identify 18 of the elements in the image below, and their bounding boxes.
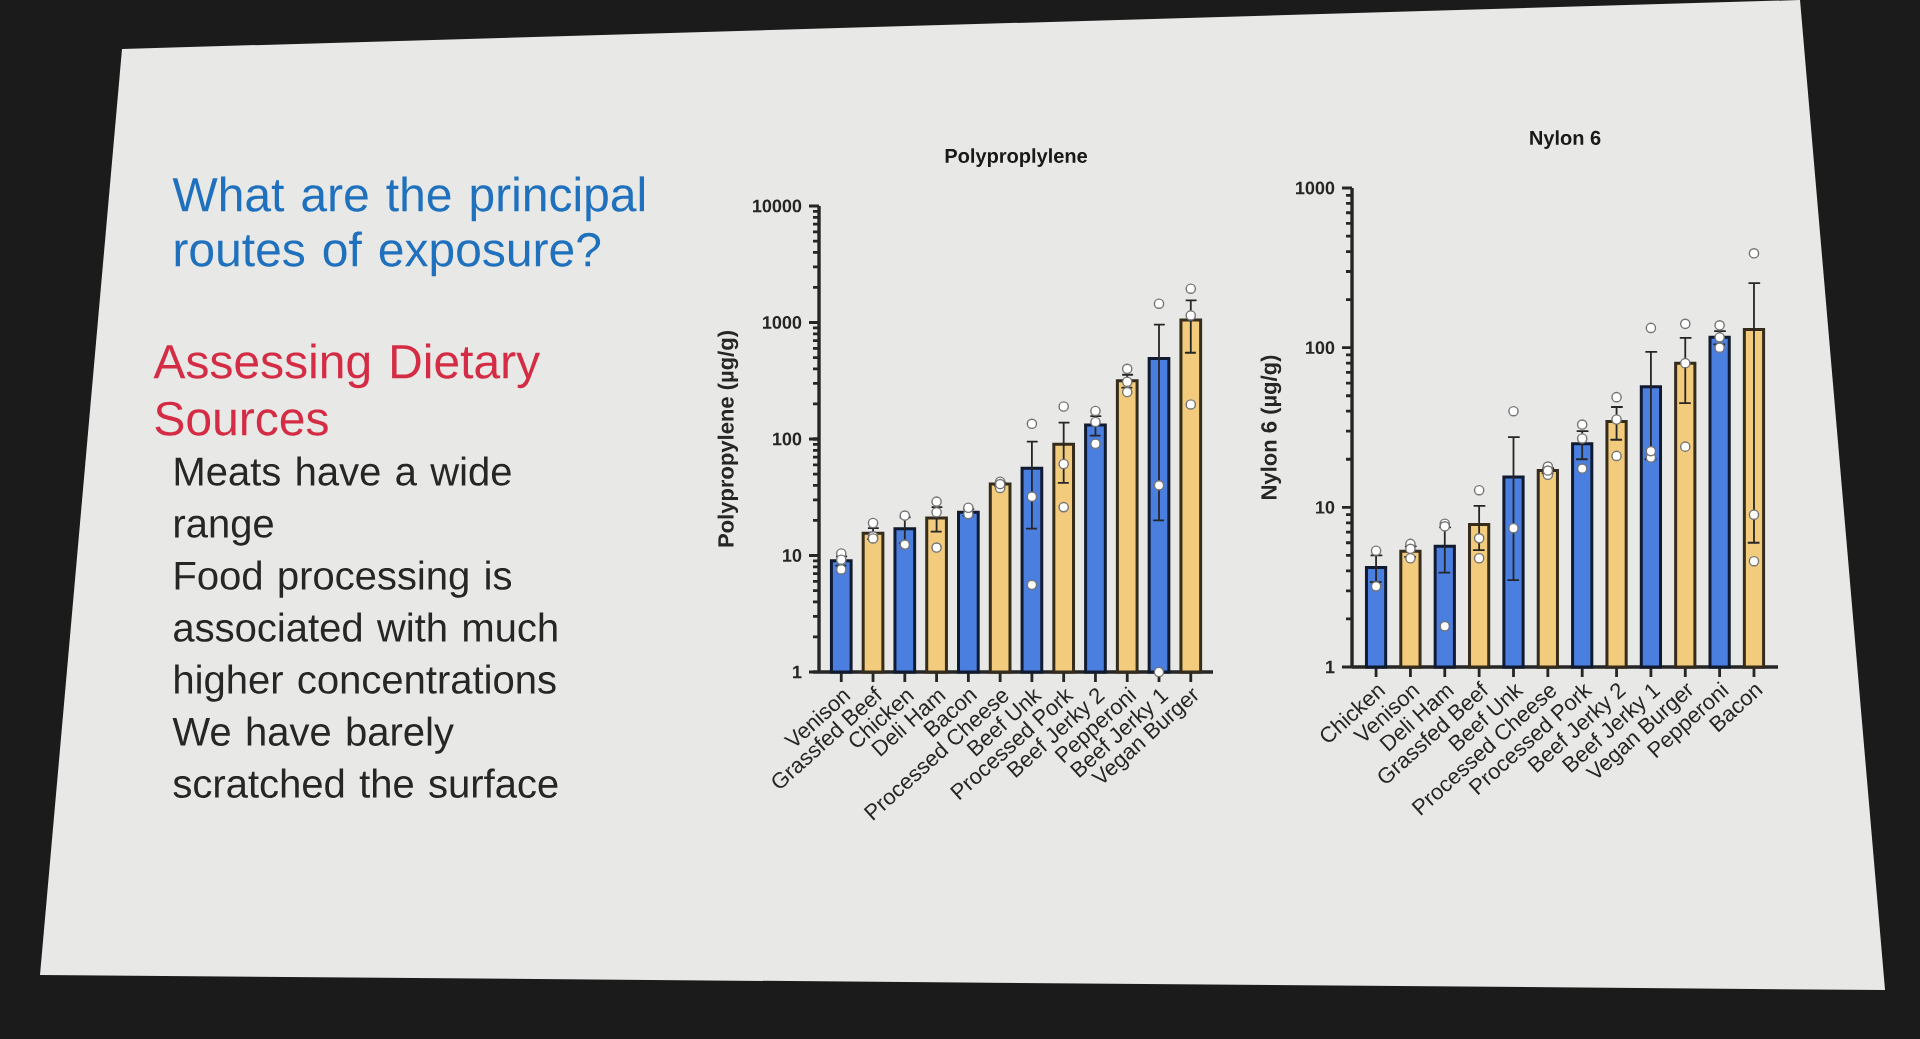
chart-title: Polyproplylene [945,148,1088,167]
y-tick-label: 100 [1306,341,1335,355]
y-axis-title: Polypropylene (µg/g) [717,331,739,547]
y-tick-label: 10 [1316,500,1335,514]
y-tick-label: 1 [1326,660,1335,674]
y-tick-label: 10000 [753,199,802,213]
y-tick-label: 1000 [763,316,802,329]
y-tick-label: 1 [793,665,802,679]
text: We have barely scratched the surface [172,716,558,798]
text: Food processing is associated with much higher concentrations [174,560,557,702]
y-tick-label: 100 [773,432,802,446]
text: Meats have a wide range [175,456,511,546]
y-axis-title: Nylon 6 (µg/g) [1260,355,1282,499]
chart-title: Nylon 6 [1530,130,1601,149]
y-tick-label: 1000 [1296,181,1335,195]
y-tick-label: 10 [783,549,802,562]
text: What are the principal routes of exposure? [172,176,644,277]
text: Assessing Dietary Sources [153,343,541,436]
